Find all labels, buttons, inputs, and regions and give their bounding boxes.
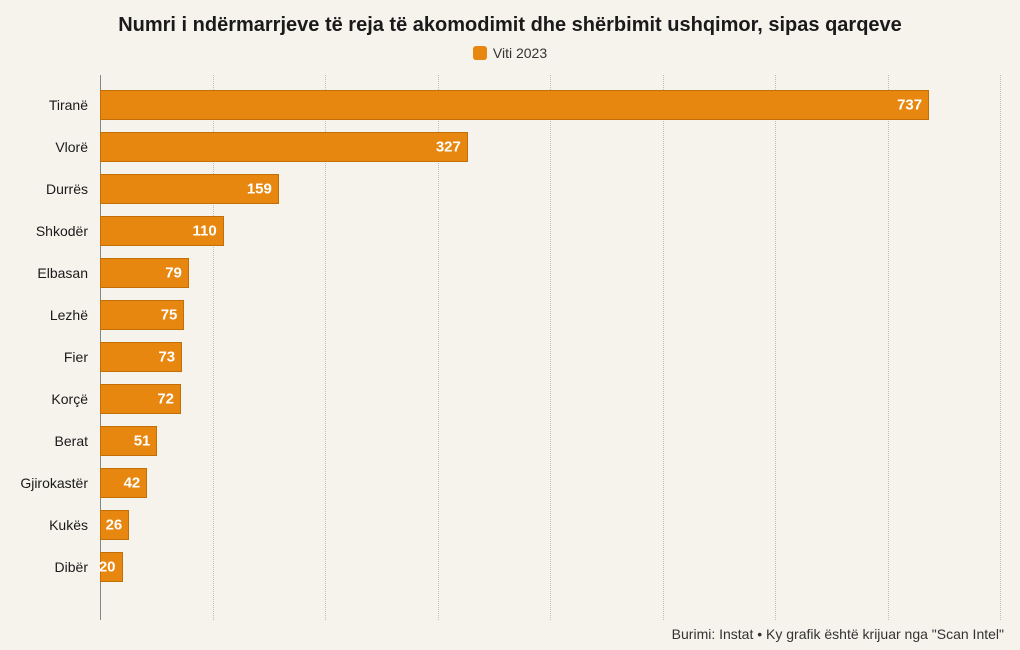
chart-footer: Burimi: Instat • Ky grafik është krijuar… <box>10 626 1010 646</box>
gridline <box>663 75 664 620</box>
bar-value-label: 79 <box>165 265 182 282</box>
bar-value-label: 327 <box>436 139 461 156</box>
y-axis-label: Tiranë <box>49 97 88 113</box>
plot-area: 737 327 159 110 79 75 73 72 51 42 26 20 <box>100 75 1000 620</box>
y-axis-label: Kukës <box>49 517 88 533</box>
bar: 110 <box>100 216 224 246</box>
bar-value-label: 20 <box>99 559 116 576</box>
bar: 159 <box>100 174 279 204</box>
y-axis-label: Shkodër <box>36 223 88 239</box>
bar: 327 <box>100 132 468 162</box>
y-axis-label: Durrës <box>46 181 88 197</box>
bar: 26 <box>100 510 129 540</box>
bar-value-label: 159 <box>247 181 272 198</box>
chart-title: Numri i ndërmarrjeve të reja të akomodim… <box>10 14 1010 37</box>
bar: 73 <box>100 342 182 372</box>
y-axis-label: Elbasan <box>37 265 88 281</box>
bar: 75 <box>100 300 184 330</box>
bar: 42 <box>100 468 147 498</box>
bar-value-label: 737 <box>897 97 922 114</box>
legend: Viti 2023 <box>10 45 1010 61</box>
bar-value-label: 51 <box>134 433 151 450</box>
bar: 51 <box>100 426 157 456</box>
y-axis-label: Dibër <box>55 559 88 575</box>
gridline <box>550 75 551 620</box>
plot: Tiranë Vlorë Durrës Shkodër Elbasan Lezhë Fier… <box>10 75 1010 620</box>
bar-value-label: 75 <box>161 307 178 324</box>
bar-value-label: 72 <box>157 391 174 408</box>
gridline <box>1000 75 1001 620</box>
bar-value-label: 42 <box>124 475 141 492</box>
y-axis-labels: Tiranë Vlorë Durrës Shkodër Elbasan Lezhë Fier… <box>10 75 92 620</box>
legend-label: Viti 2023 <box>493 45 547 61</box>
gridline <box>888 75 889 620</box>
bar-value-label: 110 <box>193 223 217 240</box>
y-axis-label: Korçë <box>51 391 88 407</box>
y-axis-label: Lezhë <box>50 307 88 323</box>
gridline <box>775 75 776 620</box>
bar: 79 <box>100 258 189 288</box>
y-axis-label: Berat <box>55 433 88 449</box>
y-axis-label: Vlorë <box>55 139 88 155</box>
legend-swatch <box>473 46 487 60</box>
chart-container: Numri i ndërmarrjeve të reja të akomodim… <box>0 0 1020 650</box>
bar-value-label: 26 <box>106 517 123 534</box>
bar: 20 <box>100 552 123 582</box>
bar-value-label: 73 <box>158 349 175 366</box>
y-axis-label: Gjirokastër <box>20 475 88 491</box>
bar: 72 <box>100 384 181 414</box>
y-axis-label: Fier <box>64 349 88 365</box>
bar: 737 <box>100 90 929 120</box>
